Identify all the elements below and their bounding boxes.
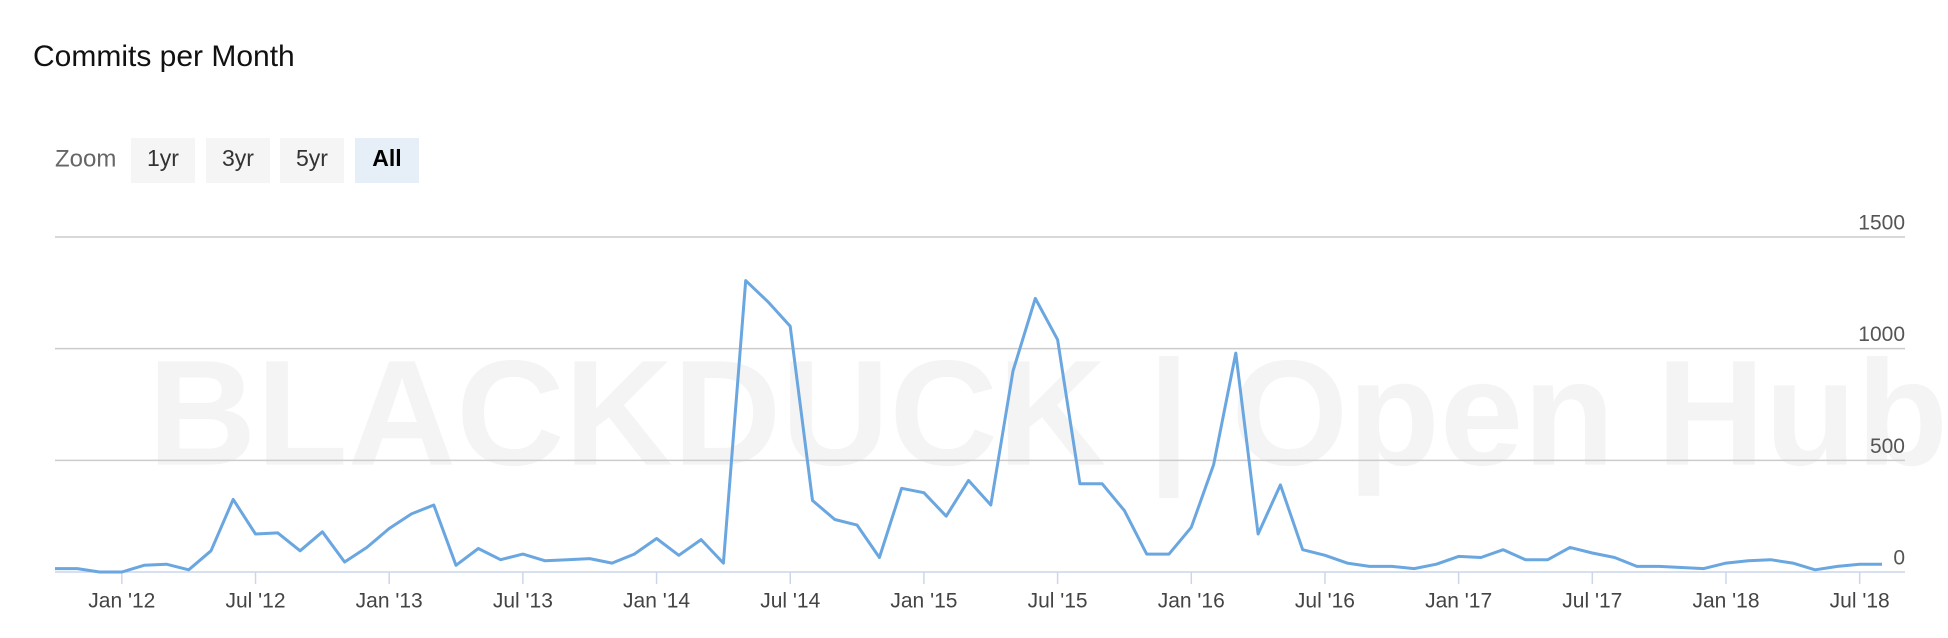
zoom-button-label[interactable]: 5yr (296, 145, 328, 171)
x-tick-label: Jan '18 (1692, 590, 1759, 613)
x-tick-label: Jan '17 (1425, 590, 1492, 613)
chart-title: Commits per Month (33, 40, 295, 73)
line (55, 279, 1882, 574)
x-tick-label: Jul '17 (1562, 590, 1622, 613)
x-tick-label: Jul '15 (1028, 590, 1088, 613)
zoom-button-label[interactable]: 1yr (147, 145, 179, 171)
zoom-label: Zoom (55, 145, 116, 172)
x-tick-label: Jul '14 (760, 590, 820, 613)
y-tick-label: 1000 (1858, 323, 1905, 346)
zoom-button-label[interactable]: 3yr (222, 145, 254, 171)
zoom-button-label[interactable]: All (372, 145, 401, 171)
x-tick-label: Jul '12 (225, 590, 285, 613)
x-tick-label: Jul '16 (1295, 590, 1355, 613)
x-tick-label: Jan '16 (1158, 590, 1225, 613)
zoom-button[interactable] (206, 138, 270, 183)
zoom-button[interactable] (131, 138, 195, 183)
x-tick-label: Jan '13 (356, 590, 423, 613)
x-tick-label: Jan '14 (623, 590, 690, 613)
watermark: BLACKDUCK | Open Hub (148, 329, 1948, 499)
y-tick-label: 0 (1893, 547, 1905, 570)
zoom-button[interactable] (280, 138, 344, 183)
x-tick-label: Jan '12 (88, 590, 155, 613)
zoom-button[interactable] (355, 138, 419, 183)
y-tick-label: 500 (1870, 435, 1905, 458)
x-tick-label: Jul '13 (493, 590, 553, 613)
x-tick-label: Jan '15 (890, 590, 957, 613)
y-tick-label: 1500 (1858, 212, 1905, 235)
x-tick-label: Jul '18 (1830, 590, 1890, 613)
